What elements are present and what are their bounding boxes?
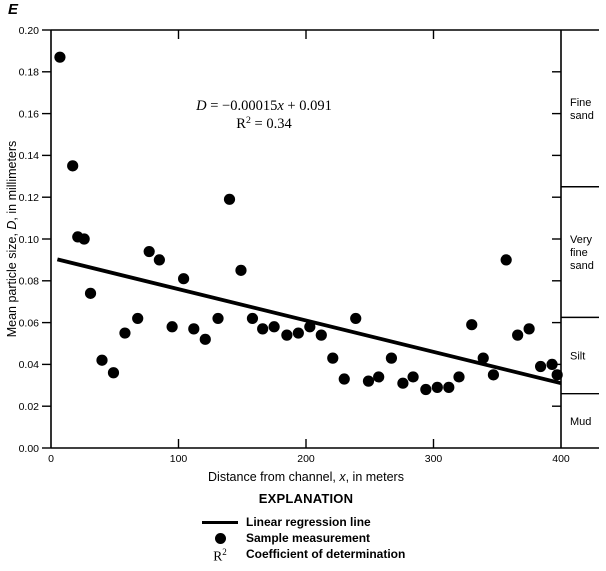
data-point bbox=[315, 329, 327, 341]
sample-points bbox=[54, 51, 563, 396]
data-point bbox=[327, 352, 339, 364]
panel-label: E bbox=[8, 1, 19, 18]
data-point bbox=[223, 193, 236, 205]
data-point bbox=[143, 245, 155, 258]
data-point bbox=[420, 383, 432, 396]
y-axis-title: Mean particle size, D, in millimeters bbox=[5, 141, 19, 338]
legend-item-regression-line: Linear regression line bbox=[202, 514, 405, 530]
data-point bbox=[373, 371, 385, 383]
data-point bbox=[166, 321, 178, 333]
data-point bbox=[477, 352, 489, 364]
data-point bbox=[119, 327, 131, 339]
data-point bbox=[487, 369, 500, 381]
regression-line-symbol bbox=[202, 520, 238, 524]
data-point bbox=[107, 367, 120, 379]
y-tick-label: 0.12 bbox=[19, 192, 40, 204]
legend-item-label: Linear regression line bbox=[246, 515, 371, 529]
data-point bbox=[523, 323, 535, 335]
y-tick-label: 0.00 bbox=[19, 443, 40, 455]
grain-class-label: Silt bbox=[570, 351, 585, 363]
data-point bbox=[304, 321, 316, 333]
y-axis-ticks: 0.00 0.02 0.04 0.06 0.08 0.10 0.12 0.14 0.16 0.18… bbox=[19, 25, 51, 455]
legend-item-sample-measurement: Sample measurement bbox=[202, 530, 405, 546]
data-point bbox=[132, 312, 144, 325]
data-point bbox=[362, 375, 375, 387]
data-point bbox=[292, 327, 304, 339]
grain-class-label: Fine sand bbox=[570, 97, 594, 122]
grain-class-label: Mud bbox=[570, 416, 591, 428]
data-point bbox=[453, 371, 465, 383]
y-tick-label: 0.06 bbox=[19, 317, 40, 329]
data-point bbox=[551, 369, 563, 381]
y-tick-label: 0.08 bbox=[19, 276, 40, 288]
grain-class-label: Very fine sand bbox=[570, 234, 594, 272]
plot-frame bbox=[50, 29, 599, 449]
data-point bbox=[153, 254, 165, 266]
y-tick-label: 0.14 bbox=[19, 150, 40, 162]
data-point bbox=[500, 254, 512, 266]
data-point bbox=[466, 319, 478, 331]
data-point bbox=[84, 287, 97, 299]
data-point bbox=[397, 377, 409, 389]
data-point bbox=[443, 381, 455, 393]
data-point bbox=[257, 323, 269, 335]
data-point bbox=[535, 360, 547, 373]
data-point bbox=[512, 329, 524, 341]
y-tick-label: 0.10 bbox=[19, 234, 40, 246]
data-point bbox=[188, 323, 200, 335]
y-tick-label: 0.20 bbox=[19, 25, 40, 37]
x-tick-label: 100 bbox=[170, 453, 188, 465]
legend-item-r-squared: R2 Coefficient of determination bbox=[202, 546, 406, 564]
y-tick-label: 0.02 bbox=[19, 401, 40, 413]
data-point bbox=[78, 233, 90, 245]
r-squared-value: R2 = 0.34 bbox=[236, 115, 292, 132]
x-tick-label: 400 bbox=[552, 453, 570, 465]
data-point bbox=[350, 312, 362, 325]
regression-equation: D = −0.00015x + 0.091 bbox=[195, 98, 332, 114]
legend-item-label: Sample measurement bbox=[246, 531, 371, 545]
data-point bbox=[67, 160, 79, 172]
data-point bbox=[54, 51, 66, 63]
y-tick-label: 0.18 bbox=[19, 67, 40, 79]
legend-item-label: Coefficient of determination bbox=[246, 547, 406, 561]
data-point bbox=[338, 373, 350, 385]
data-point bbox=[546, 358, 558, 370]
x-tick-label: 200 bbox=[297, 453, 315, 465]
data-point bbox=[178, 273, 190, 285]
r-squared-symbol: R2 bbox=[213, 546, 227, 564]
x-tick-label: 300 bbox=[425, 453, 443, 465]
data-point bbox=[385, 352, 398, 364]
y-tick-label: 0.16 bbox=[19, 108, 40, 120]
data-point bbox=[268, 321, 280, 333]
x-axis-ticks: 0 100 200 300 400 bbox=[48, 30, 570, 465]
data-point bbox=[235, 264, 247, 276]
sample-dot-symbol bbox=[202, 532, 238, 544]
data-point bbox=[96, 354, 108, 366]
data-point bbox=[246, 312, 259, 325]
data-point bbox=[199, 333, 211, 345]
y-tick-label: 0.04 bbox=[19, 359, 40, 371]
data-point bbox=[407, 371, 419, 383]
x-tick-label: 0 bbox=[48, 453, 54, 465]
data-point bbox=[281, 329, 293, 341]
legend-title: EXPLANATION bbox=[258, 491, 354, 506]
data-point bbox=[431, 381, 443, 393]
x-axis-title: Distance from channel, x, in meters bbox=[208, 470, 404, 484]
data-point bbox=[212, 312, 224, 325]
legend: Linear regression line Sample measuremen… bbox=[202, 514, 406, 564]
